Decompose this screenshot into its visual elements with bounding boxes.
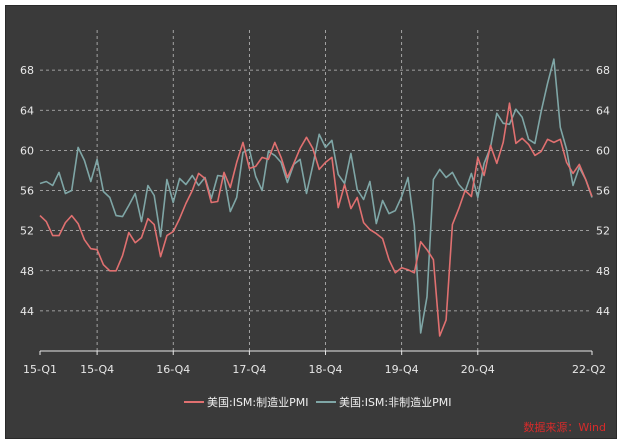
- series-lines: [39, 58, 593, 337]
- x-tick-label-4: 18-Q4: [309, 363, 343, 376]
- y-tick-left-56: 56: [20, 185, 34, 198]
- y-tick-left-64: 64: [20, 104, 34, 117]
- y-tick-right-48: 48: [596, 265, 610, 278]
- legend: 美国:ISM:制造业PMI 美国:ISM:非制造业PMI: [184, 395, 452, 409]
- x-tick-label-7: 22-Q2: [572, 363, 606, 376]
- series-line-nonmanufacturing: [39, 58, 593, 334]
- chart-frame: [5, 5, 617, 439]
- y-axis-left-ticks: 44 48 52 56 60 64 68: [20, 64, 34, 318]
- x-tick-label-6: 20-Q4: [461, 363, 495, 376]
- y-tick-right-68: 68: [596, 64, 610, 77]
- y-tick-right-64: 64: [596, 104, 610, 117]
- legend-label-nonmanufacturing: 美国:ISM:非制造业PMI: [339, 395, 452, 409]
- y-tick-right-44: 44: [596, 305, 610, 318]
- y-axis-right-ticks: 44 48 52 56 60 64 68: [596, 64, 610, 318]
- y-tick-left-44: 44: [20, 305, 34, 318]
- y-tick-right-52: 52: [596, 225, 610, 238]
- x-tick-label-5: 19-Q4: [385, 363, 419, 376]
- x-tick-label-3: 17-Q4: [232, 363, 266, 376]
- y-tick-left-60: 60: [20, 144, 34, 157]
- x-tick-label-0: 15-Q1: [23, 363, 57, 376]
- x-axis-ticks: 15-Q1 15-Q4 16-Q4 17-Q4 18-Q4 19-Q4 20-Q4 22-Q2: [23, 351, 606, 376]
- y-tick-left-68: 68: [20, 64, 34, 77]
- source-note: 数据来源：Wind: [523, 420, 606, 434]
- y-tick-right-60: 60: [596, 144, 610, 157]
- legend-label-manufacturing: 美国:ISM:制造业PMI: [207, 395, 309, 409]
- y-tick-right-56: 56: [596, 185, 610, 198]
- y-tick-left-52: 52: [20, 225, 34, 238]
- series-line-manufacturing: [39, 102, 593, 337]
- grid-lines: [40, 30, 592, 351]
- x-tick-label-2: 16-Q4: [156, 363, 190, 376]
- x-tick-label-1: 15-Q4: [80, 363, 114, 376]
- y-tick-left-48: 48: [20, 265, 34, 278]
